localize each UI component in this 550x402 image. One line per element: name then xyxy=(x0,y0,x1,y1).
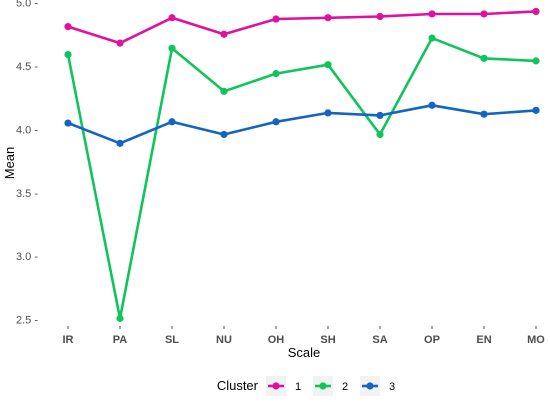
data-point-series-2 xyxy=(168,44,176,52)
series-line-3 xyxy=(66,104,538,145)
data-point-series-3 xyxy=(376,111,384,120)
series-line-2 xyxy=(66,36,538,320)
data-point-series-2 xyxy=(532,57,540,65)
legend-label: 2 xyxy=(342,381,348,393)
y-axis: 2.5 - 3.0 - 3.5 - 4.0 - 4.5 - 5.0 - xyxy=(16,0,38,327)
x-axis: IR PA SL NU OH SH SA OP EN MO xyxy=(63,326,545,346)
y-tick-label: 3.0 - xyxy=(16,251,38,263)
data-point-series-1 xyxy=(532,7,540,16)
legend: Cluster 1 2 3 xyxy=(217,376,395,396)
plot-area xyxy=(64,7,540,322)
data-point-series-2 xyxy=(324,61,332,69)
data-point-series-3 xyxy=(220,130,228,139)
data-point-series-2 xyxy=(220,87,228,95)
legend-label: 3 xyxy=(389,381,395,393)
y-tick-label: 4.0 - xyxy=(16,124,38,136)
legend-label: 1 xyxy=(295,381,301,393)
x-axis-title: Scale xyxy=(288,345,321,360)
x-tick-label: IR xyxy=(63,334,74,346)
y-axis-title: Mean xyxy=(2,147,17,180)
data-point-series-3 xyxy=(324,109,332,117)
data-point-series-3 xyxy=(532,106,540,114)
data-point-series-2 xyxy=(428,34,436,42)
x-tick-label: EN xyxy=(476,334,491,346)
data-point-series-3 xyxy=(116,139,124,147)
data-point-series-1 xyxy=(220,30,228,38)
x-tick-label: OP xyxy=(424,334,440,346)
data-point-series-2 xyxy=(272,69,280,78)
legend-key-point xyxy=(366,382,374,390)
data-point-series-1 xyxy=(116,39,124,47)
data-point-series-1 xyxy=(324,14,332,22)
data-point-series-2 xyxy=(480,54,488,62)
data-point-series-1 xyxy=(428,10,436,18)
y-tick-label: 3.5 - xyxy=(16,188,38,200)
legend-key-point xyxy=(272,382,280,390)
x-tick-label: OH xyxy=(268,334,285,346)
x-tick-label: SH xyxy=(320,334,335,346)
y-tick-label: 4.5 - xyxy=(16,61,38,73)
data-point-series-3 xyxy=(272,118,280,126)
legend-key-point xyxy=(319,382,327,390)
x-tick-label: SA xyxy=(372,334,387,346)
x-tick-label: SL xyxy=(165,334,179,346)
series-line-1 xyxy=(66,10,538,45)
data-point-series-1 xyxy=(272,15,280,23)
data-point-series-1 xyxy=(64,23,72,31)
data-point-series-1 xyxy=(168,14,176,22)
data-point-series-1 xyxy=(376,12,384,21)
data-point-series-2 xyxy=(64,50,72,59)
data-point-series-3 xyxy=(168,118,176,126)
y-tick-label: 2.5 - xyxy=(16,315,38,327)
x-tick-label: NU xyxy=(216,334,232,346)
legend-title: Cluster xyxy=(217,378,259,393)
data-point-series-3 xyxy=(428,101,436,109)
x-tick-label: MO xyxy=(527,334,545,346)
data-point-series-2 xyxy=(116,314,124,322)
y-tick-label: 5.0 - xyxy=(16,0,38,10)
data-point-series-1 xyxy=(480,10,488,18)
x-tick-label: PA xyxy=(113,334,128,346)
data-point-series-3 xyxy=(480,110,488,118)
data-point-series-3 xyxy=(64,119,72,127)
data-point-series-2 xyxy=(376,130,384,139)
